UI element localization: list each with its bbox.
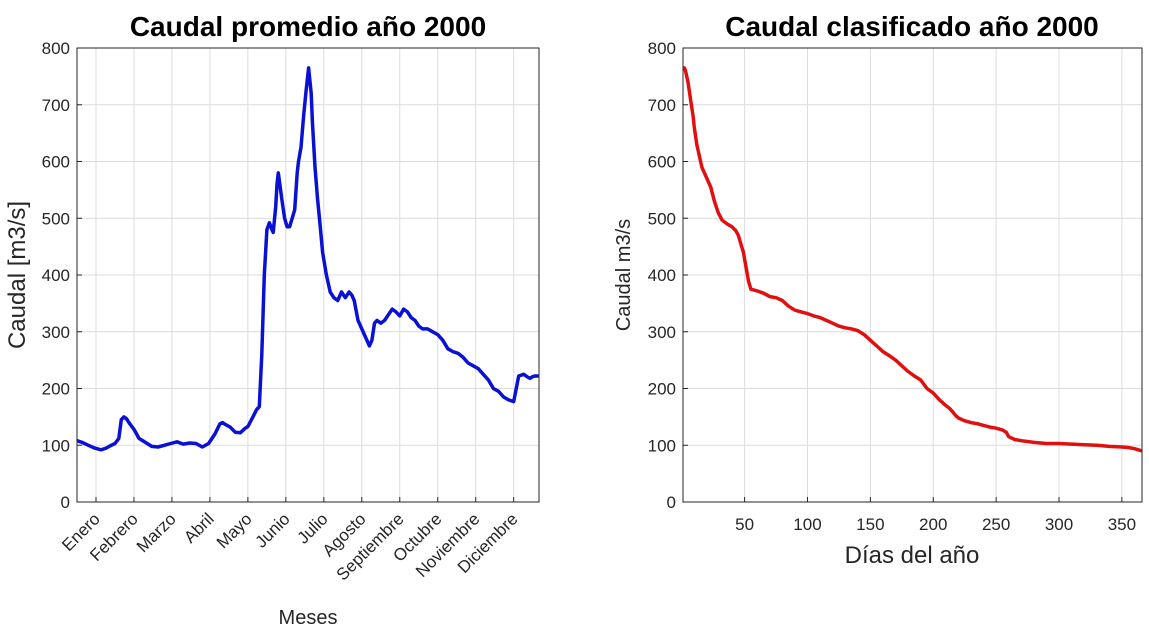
duration-series-line — [682, 66, 1143, 453]
axes-box-left — [76, 47, 540, 503]
chart-title-left: Caudal promedio año 2000 — [130, 11, 486, 42]
y-tick-label: 500 — [42, 209, 70, 228]
y-tick-label: 200 — [42, 380, 70, 399]
y-tick-label: 800 — [42, 39, 70, 58]
y-tick-label: 400 — [42, 266, 70, 285]
y-tick-label: 600 — [42, 153, 70, 172]
y-tick-label: 300 — [42, 323, 70, 342]
x-tick-label-month: Abril — [180, 509, 217, 546]
y-ticks-left: 0 100 200 300 400 500 600 700 800 — [42, 39, 82, 512]
axes-box-right — [682, 47, 1143, 503]
y-tick-label: 400 — [648, 266, 676, 285]
y-axis-label-left: Caudal [m3/s] — [4, 201, 31, 349]
x-tick-label-month: Junio — [252, 509, 294, 551]
x-tick-label-month: Mayo — [213, 509, 256, 552]
x-tick-label: 200 — [919, 515, 947, 534]
y-tick-label: 100 — [648, 436, 676, 455]
x-tick-label-month: Marzo — [133, 509, 180, 556]
chart-title-right: Caudal clasificado año 2000 — [725, 11, 1099, 42]
y-tick-label: 800 — [648, 39, 676, 58]
x-tick-label: 50 — [735, 515, 754, 534]
y-tick-label: 700 — [648, 96, 676, 115]
x-tick-label: 300 — [1045, 515, 1073, 534]
y-tick-label: 600 — [648, 153, 676, 172]
y-tick-label: 500 — [648, 209, 676, 228]
x-tick-label: 100 — [793, 515, 821, 534]
x-ticks-right: 50 100 150 200 250 300 350 — [735, 497, 1136, 534]
y-ticks-right: 0 100 200 300 400 500 600 700 800 — [648, 39, 688, 512]
y-tick-label: 300 — [648, 323, 676, 342]
y-tick-label: 700 — [42, 96, 70, 115]
x-axis-label-right: Días del año — [845, 542, 980, 569]
y-tick-label: 0 — [667, 493, 676, 512]
flow-series-line — [76, 66, 539, 452]
y-tick-label: 0 — [61, 493, 70, 512]
x-tick-label: 150 — [856, 515, 884, 534]
y-tick-label: 200 — [648, 380, 676, 399]
monthly-flow-chart: 0 100 200 300 400 500 600 700 800 EneroFebreroMa… — [4, 11, 540, 629]
y-tick-label: 100 — [42, 436, 70, 455]
y-axis-label-right: Caudal m3/s — [613, 219, 635, 331]
x-tick-label: 350 — [1108, 515, 1136, 534]
flow-duration-chart: 0 100 200 300 400 500 600 700 800 50 100 150 200 250… — [613, 11, 1143, 569]
x-axis-label-left: Meses — [279, 607, 338, 629]
x-tick-label: 250 — [982, 515, 1010, 534]
